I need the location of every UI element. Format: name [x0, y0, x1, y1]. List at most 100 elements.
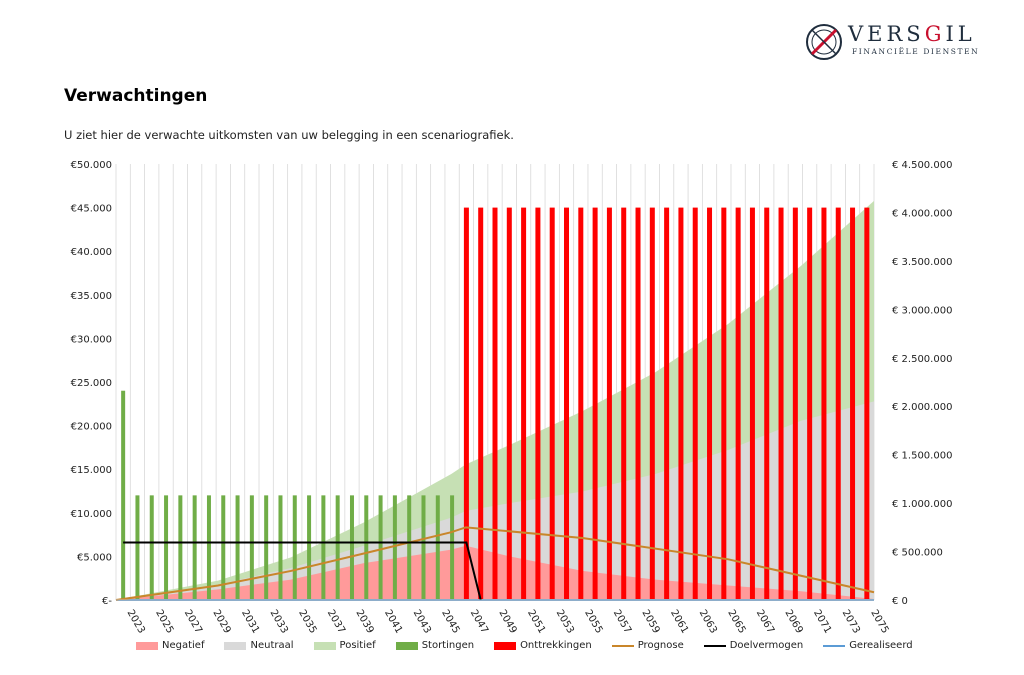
legend-item: Neutraal [224, 640, 294, 651]
bar-stortingen [206, 495, 211, 600]
legend-label: Negatief [162, 640, 205, 651]
x-tick-label: 2035 [296, 608, 318, 636]
x-tick-label: 2047 [468, 608, 490, 636]
bar-stortingen [450, 495, 455, 600]
bar-stortingen [121, 390, 126, 600]
brand-tagline: FINANCIËLE DIENSTEN [852, 47, 980, 56]
x-tick-label: 2049 [496, 608, 518, 636]
legend-item: Doelvermogen [703, 640, 804, 651]
y-left-tick-label: €20.000 [71, 422, 112, 433]
x-tick-label: 2029 [210, 608, 232, 636]
y-left-tick-label: €- [102, 596, 112, 607]
legend-item: Onttrekkingen [494, 640, 592, 651]
bar-stortingen [292, 495, 297, 600]
bar-onttrekkingen [664, 207, 670, 600]
x-tick-label: 2069 [782, 608, 804, 636]
bar-stortingen [221, 495, 226, 600]
x-tick-label: 2027 [182, 608, 204, 636]
y-left-tick-label: €35.000 [71, 291, 112, 302]
bar-onttrekkingen [707, 207, 713, 600]
legend-swatch [136, 641, 158, 650]
y-right-tick-label: € 4.500.000 [892, 160, 952, 171]
bar-onttrekkingen [606, 207, 612, 600]
legend-swatch [224, 641, 247, 650]
x-tick-label: 2023 [125, 608, 147, 636]
y-right-tick-label: € 500.000 [892, 548, 943, 559]
x-tick-label: 2057 [611, 608, 633, 636]
y-right-tick-label: € 3.000.000 [892, 305, 952, 316]
bar-stortingen [264, 495, 269, 600]
bar-onttrekkingen [621, 207, 627, 600]
legend-label: Stortingen [421, 640, 475, 651]
x-tick-label: 2031 [239, 608, 261, 636]
bar-stortingen [307, 495, 312, 600]
x-tick-label: 2073 [840, 608, 862, 636]
bar-onttrekkingen [749, 207, 755, 600]
legend-swatch [313, 641, 336, 650]
x-tick-label: 2059 [639, 608, 661, 636]
bar-stortingen [349, 495, 354, 600]
y-left-tick-label: €40.000 [71, 247, 112, 258]
x-tick-label: 2033 [268, 608, 290, 636]
bar-onttrekkingen [478, 207, 484, 600]
legend-label: Onttrekkingen [520, 640, 592, 651]
page-title: Verwachtingen [64, 86, 208, 106]
x-tick-label: 2063 [697, 608, 719, 636]
x-tick-label: 2051 [525, 608, 547, 636]
bar-onttrekkingen [692, 207, 698, 600]
y-left-tick-label: €25.000 [71, 378, 112, 389]
bar-stortingen [321, 495, 326, 600]
compass-icon [806, 24, 842, 60]
bar-onttrekkingen [764, 207, 770, 600]
bar-onttrekkingen [578, 207, 584, 600]
bar-onttrekkingen [835, 207, 841, 600]
bar-stortingen [178, 495, 183, 600]
brand-name: VERSGIL [848, 22, 976, 46]
legend-label: Positief [339, 640, 376, 651]
bar-stortingen [249, 495, 254, 600]
bar-stortingen [192, 495, 197, 600]
y-right-tick-label: € 1.000.000 [892, 499, 952, 510]
bar-onttrekkingen [492, 207, 498, 600]
x-tick-label: 2025 [153, 608, 175, 636]
bar-onttrekkingen [506, 207, 512, 600]
page-subtitle: U ziet hier de verwachte uitkomsten van … [64, 128, 514, 142]
legend-swatch [611, 644, 634, 647]
legend-item: Stortingen [395, 640, 475, 651]
legend-swatch [703, 644, 726, 647]
bar-stortingen [364, 495, 369, 600]
bar-onttrekkingen [807, 207, 813, 600]
bar-stortingen [335, 495, 340, 600]
x-tick-label: 2045 [439, 608, 461, 636]
legend-label: Doelvermogen [729, 640, 804, 651]
bar-onttrekkingen [821, 207, 827, 600]
bar-stortingen [435, 495, 440, 600]
legend-swatch [494, 641, 517, 650]
x-tick-label: 2075 [868, 608, 890, 636]
x-tick-label: 2061 [668, 608, 690, 636]
bar-onttrekkingen [635, 207, 641, 600]
bar-onttrekkingen [463, 207, 469, 600]
y-left-tick-label: €50.000 [71, 160, 112, 171]
y-right-tick-label: € 2.500.000 [892, 354, 952, 365]
legend-label: Neutraal [250, 640, 294, 651]
area-neutraal [116, 401, 874, 600]
bar-onttrekkingen [678, 207, 684, 600]
legend-label: Prognose [637, 640, 684, 651]
bar-stortingen [149, 495, 154, 600]
bar-onttrekkingen [792, 207, 798, 600]
x-tick-label: 2037 [325, 608, 347, 636]
y-left-tick-label: €10.000 [71, 509, 112, 520]
bar-onttrekkingen [864, 207, 870, 600]
legend-item: Prognose [611, 640, 684, 651]
bar-stortingen [164, 495, 169, 600]
bar-onttrekkingen [564, 207, 570, 600]
bar-stortingen [278, 495, 283, 600]
scenario-chart: €- €5.000 €10.000 €15.000 €20.000 €25.000 €30.… [71, 160, 953, 636]
x-tick-label: 2039 [353, 608, 375, 636]
legend-swatch [395, 641, 418, 650]
x-tick-label: 2071 [811, 608, 833, 636]
bar-onttrekkingen [778, 207, 784, 600]
bar-onttrekkingen [649, 207, 655, 600]
x-tick-label: 2041 [382, 608, 404, 636]
